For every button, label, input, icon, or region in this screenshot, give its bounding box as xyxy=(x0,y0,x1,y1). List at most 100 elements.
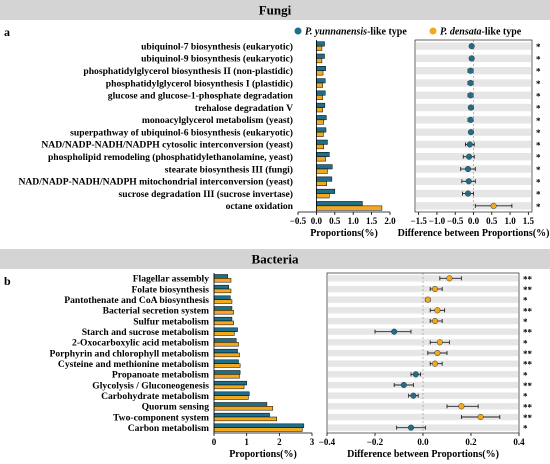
fungi-header-title: Fungi xyxy=(259,3,292,18)
bar-densata xyxy=(213,363,241,368)
significance-mark: * xyxy=(536,79,541,89)
left-x-axis-title: Proportions(%) xyxy=(229,449,297,460)
bar-densata xyxy=(316,45,323,51)
significance-mark: * xyxy=(536,54,541,64)
category-label: trehalose degradation V xyxy=(195,103,293,114)
significance-mark: * xyxy=(536,165,541,175)
bar-yunnanensis xyxy=(316,139,328,145)
difference-point xyxy=(400,381,407,389)
bar-densata xyxy=(316,82,323,88)
significance-mark: * xyxy=(523,424,528,434)
category-label: superpathway of ubiquinol-6 biosynthesis… xyxy=(70,127,293,138)
category-label: stearate biosynthesis III (fungi) xyxy=(165,164,293,175)
difference-point xyxy=(465,178,472,185)
significance-mark: * xyxy=(536,42,541,52)
left-x-tick-label: 0.0 xyxy=(311,216,323,226)
difference-point xyxy=(467,104,474,111)
difference-point xyxy=(412,371,419,378)
significance-mark: ** xyxy=(523,274,533,284)
fungi-panel-label: a xyxy=(4,25,10,39)
right-x-tick-label: −1.0 xyxy=(429,216,446,226)
category-label: Bacterial secretion system xyxy=(103,306,209,317)
category-label: phosphatidylglycerol biosynthesis II (no… xyxy=(83,66,293,77)
bar-yunnanensis xyxy=(213,274,228,279)
fungi-panel: ubiquinol-7 biosynthesis (eukaryotic) * ub… xyxy=(18,39,550,239)
bar-yunnanensis xyxy=(316,53,325,59)
category-label: Propanoate metabolism xyxy=(112,370,209,381)
category-label: Folate biosynthesis xyxy=(131,284,209,295)
difference-point xyxy=(434,349,441,357)
difference-point xyxy=(431,285,439,293)
bar-yunnanensis xyxy=(316,201,363,207)
significance-mark: * xyxy=(523,317,528,327)
bar-densata xyxy=(213,299,233,304)
bar-yunnanensis xyxy=(213,338,237,343)
difference-point xyxy=(431,317,439,325)
category-label: Carbohydrate metabolism xyxy=(101,391,209,402)
bar-yunnanensis xyxy=(213,402,268,407)
significance-mark: * xyxy=(536,104,541,114)
significance-mark: ** xyxy=(523,381,533,391)
category-label: Flagellar assembly xyxy=(133,274,210,285)
category-label: 2-Oxocarboxylic acid metabolism xyxy=(72,338,209,349)
right-x-tick-label: −0.5 xyxy=(447,216,464,226)
category-label: octane oxidation xyxy=(226,201,294,212)
bar-yunnanensis xyxy=(213,284,229,290)
bacteria-header-title: Bacteria xyxy=(252,252,299,267)
difference-point xyxy=(464,190,472,197)
bar-yunnanensis xyxy=(213,370,241,375)
category-label: phosphatidylglycerol biosynthesis I (pla… xyxy=(106,78,293,89)
bar-yunnanensis xyxy=(316,152,330,157)
left-x-tick-label: −0.5 xyxy=(290,216,307,226)
bar-yunnanensis xyxy=(316,127,327,133)
difference-point xyxy=(467,116,474,123)
bar-densata xyxy=(213,342,239,347)
bar-densata xyxy=(213,310,234,315)
bar-yunnanensis xyxy=(213,380,247,386)
right-x-tick-label: 0.4 xyxy=(513,437,525,447)
left-x-tick-label: 0 xyxy=(212,437,217,447)
difference-point xyxy=(436,339,443,346)
bar-densata xyxy=(316,156,326,162)
bar-densata xyxy=(213,427,303,432)
diff-row-stripe xyxy=(328,360,518,367)
difference-point xyxy=(458,403,465,410)
significance-mark: * xyxy=(536,67,541,77)
right-x-tick-label: 0.0 xyxy=(468,216,480,226)
bar-densata xyxy=(316,70,324,76)
difference-point xyxy=(466,141,473,148)
bar-densata xyxy=(316,181,327,186)
bar-yunnanensis xyxy=(213,295,231,300)
significance-mark: * xyxy=(523,338,528,348)
significance-mark: * xyxy=(536,116,541,126)
bar-yunnanensis xyxy=(213,327,238,332)
significance-mark: * xyxy=(536,153,541,163)
bar-densata xyxy=(213,320,234,326)
bar-densata xyxy=(316,131,324,137)
bar-yunnanensis xyxy=(316,102,326,108)
bar-yunnanensis xyxy=(316,176,333,182)
significance-mark: * xyxy=(536,177,541,187)
category-label: Sulfur metabolism xyxy=(133,316,209,327)
right-x-axis-title: Difference between Proportions(%) xyxy=(398,228,550,239)
bar-yunnanensis xyxy=(316,78,326,84)
bar-densata xyxy=(213,416,277,422)
category-label: monoacylglycerol metabolism (yeast) xyxy=(142,115,293,126)
left-x-tick-label: 0.5 xyxy=(329,216,341,226)
category-label: phospholipid remodeling (phosphatidyleth… xyxy=(48,152,293,163)
category-label: NAD/NADP-NADH/NADPH mitochondrial interc… xyxy=(18,177,293,188)
bar-densata xyxy=(213,406,274,411)
significance-mark: * xyxy=(536,202,541,212)
bar-densata xyxy=(316,107,323,113)
bar-yunnanensis xyxy=(316,188,336,194)
bar-yunnanensis xyxy=(213,306,233,311)
left-x-tick-label: 2 xyxy=(277,437,282,447)
difference-point xyxy=(477,413,484,421)
significance-mark: * xyxy=(523,296,528,306)
category-label: Quorum sensing xyxy=(142,402,210,413)
difference-point xyxy=(410,392,417,399)
bar-densata xyxy=(213,395,249,400)
legend-yunnanensis-label: P. yunnanensis-like type xyxy=(305,27,407,38)
difference-point xyxy=(431,360,439,367)
